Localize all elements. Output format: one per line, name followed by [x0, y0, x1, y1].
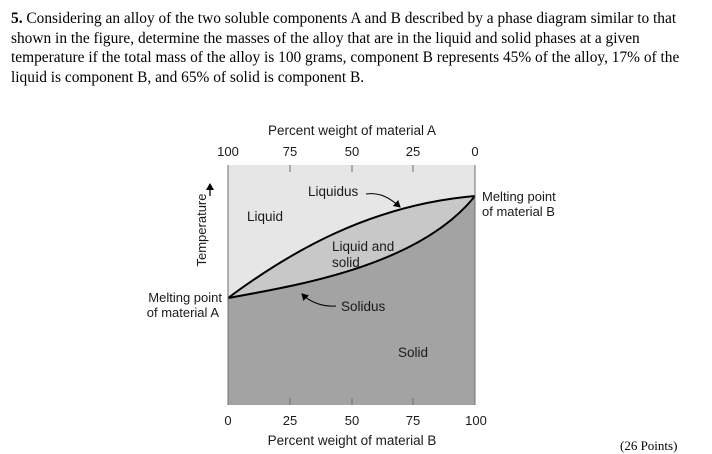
bottom-tick-label-100: 100: [465, 413, 487, 428]
problem-number: 5.: [11, 10, 23, 27]
solid-region: [228, 196, 475, 405]
top-tick-label-0: 0: [471, 144, 478, 159]
bottom-tick-label-0: 0: [224, 413, 231, 428]
bottom-tick-label-75: 75: [406, 413, 420, 428]
top-axis-title: Percent weight of material A: [268, 123, 436, 138]
liquidus-curve: [227, 195, 476, 299]
melting-point-a-label-line1: Melting point: [148, 290, 222, 305]
liquidus-arrow: [365, 193, 401, 208]
bottom-axis-title: Percent weight of material B: [268, 433, 437, 448]
solidus-arrow: [301, 293, 337, 307]
top-tick-label-25: 25: [406, 144, 420, 159]
liquid-solid-region: [228, 196, 475, 298]
liquid-and-solid-label-line1: Liquid and: [332, 239, 394, 254]
melting-point-b-label-line1: Melting point: [482, 189, 556, 204]
bottom-tick-label-50: 50: [345, 413, 359, 428]
solid-label: Solid: [398, 345, 428, 360]
y-axis-title: Temperature: [194, 194, 209, 267]
top-tick-label-75: 75: [283, 144, 297, 159]
liquid-and-solid-label-line2: solid: [332, 255, 360, 270]
problem-statement: 5. Considering an alloy of the two solub…: [11, 9, 701, 87]
liquidus-label: Liquidus: [308, 184, 359, 199]
solidus-curve: [227, 195, 476, 299]
problem-text: Considering an alloy of the two soluble …: [11, 10, 680, 86]
melting-point-a-label-line2: of material A: [147, 305, 220, 320]
top-tick-label-50: 50: [345, 144, 359, 159]
melting-point-b-label-line2: of material B: [482, 204, 555, 219]
liquid-label: Liquid: [247, 209, 283, 224]
bottom-tick-label-25: 25: [283, 413, 297, 428]
top-tick-label-100: 100: [217, 144, 239, 159]
points-label-partial: (26 Points): [620, 438, 678, 453]
solidus-label: Solidus: [341, 299, 386, 314]
